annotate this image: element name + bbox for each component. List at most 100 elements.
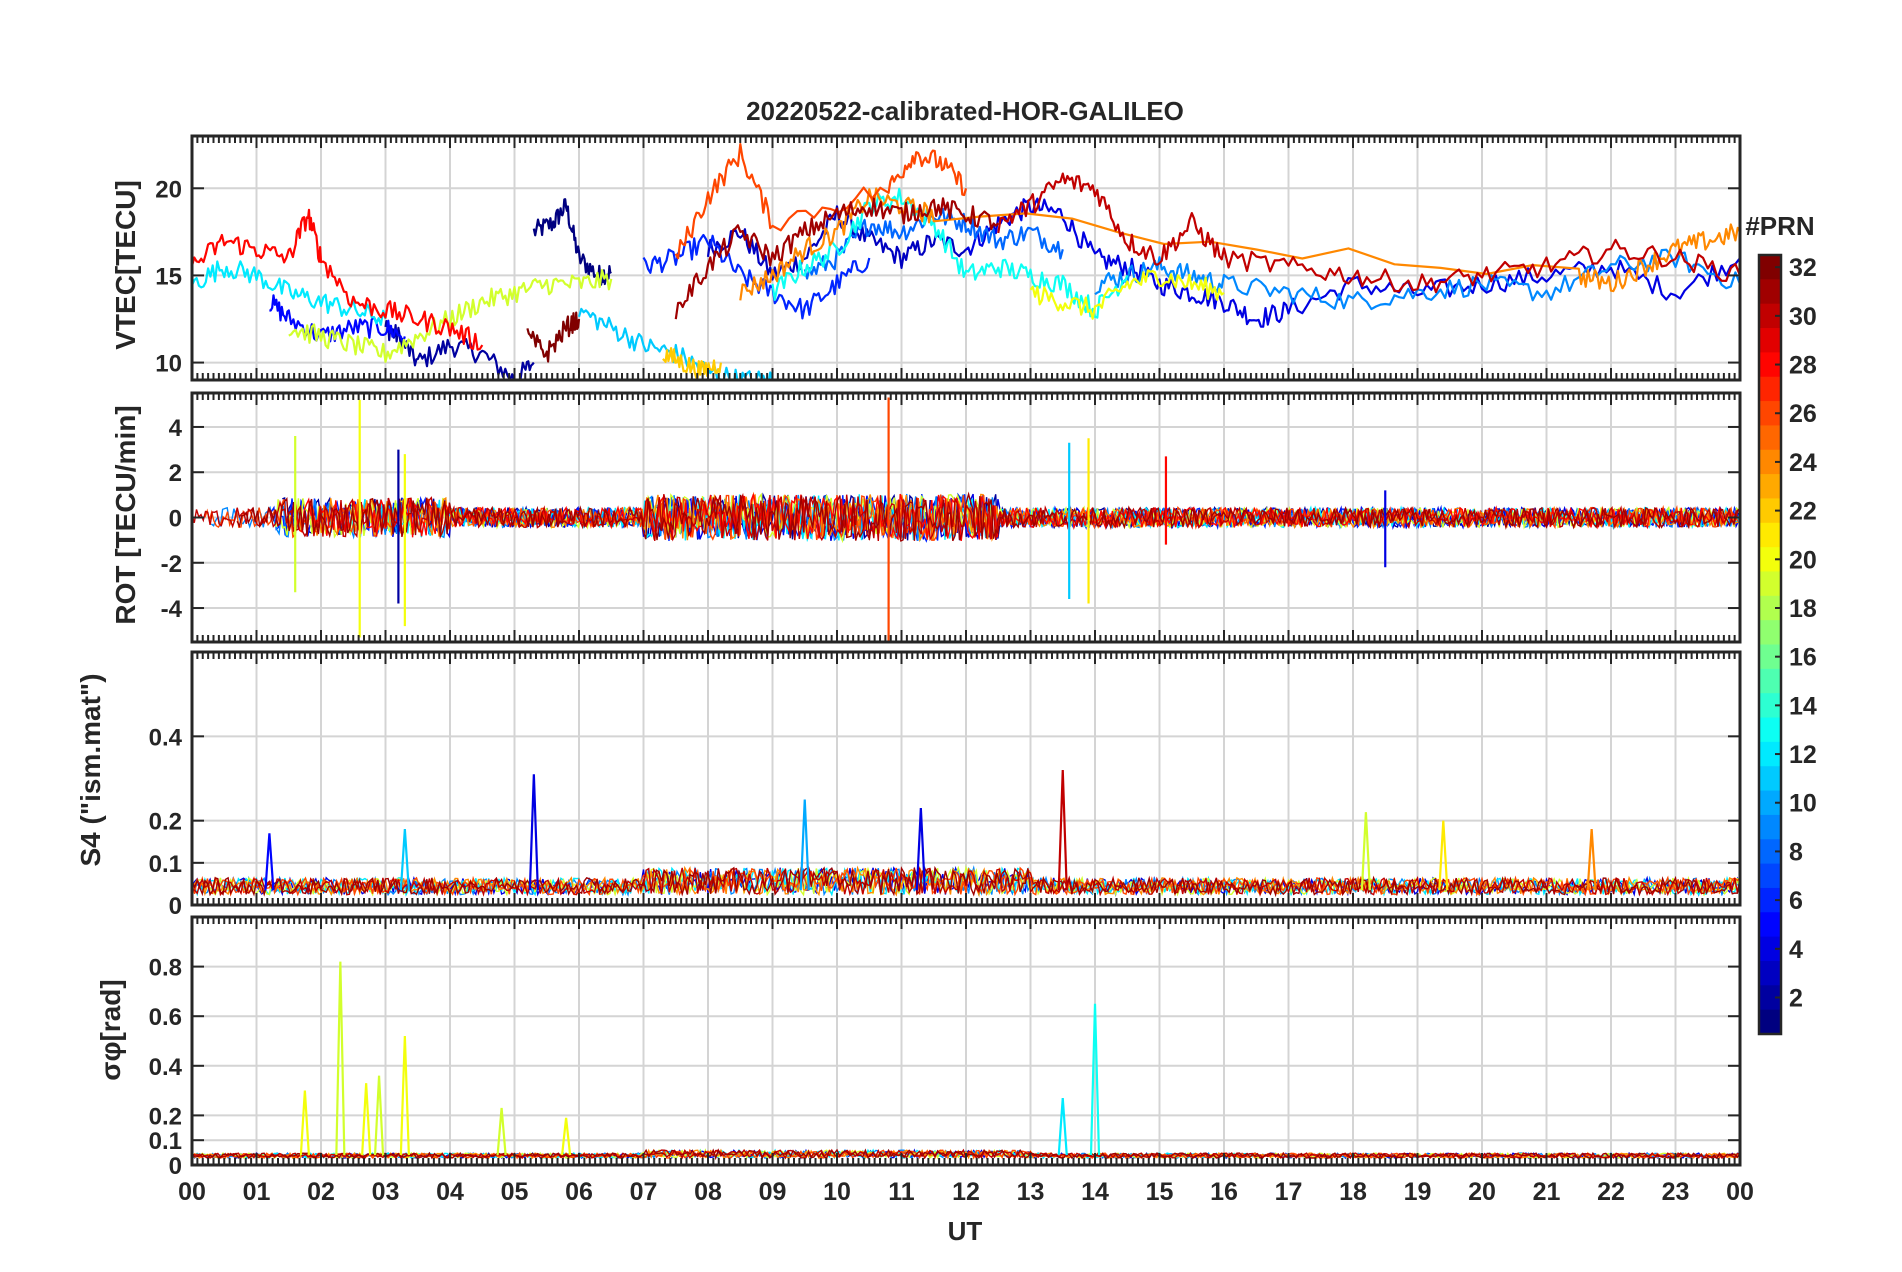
sigma-phi-peak-prn-20 <box>399 1036 410 1156</box>
s4-panel: 0 0.1 0.2 0.4 <box>149 650 1742 920</box>
sigma-phi-peak-prn-20 <box>561 1117 572 1156</box>
colorbar-step <box>1759 814 1781 840</box>
sigma-phi-y-label: σφ[rad] <box>95 979 126 1080</box>
rot-panel: -4 -2 0 2 4 <box>161 391 1742 644</box>
rot-x-ticks <box>191 393 1741 642</box>
x-tick-label: 11 <box>888 1178 915 1206</box>
s4-y-tick-label: 0.2 <box>149 809 182 836</box>
s4-y-tick-label: 0 <box>169 893 182 920</box>
rot-y-tick-label: 0 <box>169 506 182 533</box>
colorbar-step <box>1759 303 1781 329</box>
x-tick-label: 07 <box>630 1178 658 1206</box>
vtec-panel: 10 15 20 <box>155 134 1742 382</box>
colorbar-tick-label: 10 <box>1789 790 1817 818</box>
colorbar-step <box>1759 547 1781 572</box>
vtec-series-prn-28 <box>192 208 484 351</box>
s4-y-label: S4 ("ism.mat") <box>75 673 106 866</box>
sigma-phi-peak-prn-19 <box>373 1075 385 1156</box>
vtec-series-prn-4 <box>965 197 1740 328</box>
colorbar-step <box>1759 498 1781 524</box>
vtec-series-prn-32 <box>526 311 581 363</box>
colorbar-tick-label: 32 <box>1789 254 1817 282</box>
s4-y-tick-label: 0.1 <box>149 851 182 878</box>
colorbar-step <box>1759 255 1781 280</box>
colorbar-step <box>1759 595 1781 621</box>
colorbar-tick-label: 30 <box>1789 303 1817 331</box>
vtec-series-prn-26 <box>674 143 968 260</box>
vtec-x-ticks <box>191 136 1741 380</box>
svg-text:ROT [TECU/min]: ROT [TECU/min] <box>110 405 141 624</box>
vtec-y-tick-label: 15 <box>155 263 182 290</box>
rot-y-tick-label: 2 <box>169 460 182 487</box>
chart-title: 20220522-calibrated-HOR-GALILEO <box>746 96 1184 126</box>
svg-text:VTEC[TECU]: VTEC[TECU] <box>110 180 141 350</box>
sigma-phi-peak-prn-19 <box>496 1107 507 1156</box>
colorbar-step <box>1759 620 1781 645</box>
colorbar-border <box>1757 253 1783 1036</box>
rot-y-tick-label: -2 <box>161 551 182 578</box>
sigma-phi-panel: 00.10.2 0.4 0.6 0.8 <box>149 915 1742 1180</box>
colorbar-tick-label: 26 <box>1789 400 1817 428</box>
x-tick-label: 05 <box>501 1178 529 1206</box>
sigma-phi-y-ticks: 00.10.2 0.4 0.6 0.8 <box>149 955 1740 1180</box>
x-tick-label: 19 <box>1404 1178 1432 1206</box>
x-tick-label: 20 <box>1468 1178 1496 1206</box>
sigma-phi-y-tick-label: 0.6 <box>149 1004 182 1031</box>
s4-y-ticks: 0 0.1 0.2 0.4 <box>149 724 1740 920</box>
colorbar-step <box>1759 839 1781 865</box>
sigma-phi-peak-prn-12 <box>1057 1097 1068 1156</box>
vtec-series-prn-30 <box>997 172 1740 294</box>
x-tick-label: 18 <box>1339 1178 1367 1206</box>
colorbar-step <box>1759 863 1781 889</box>
vtec-y-label: VTEC[TECU] <box>110 180 141 350</box>
x-axis: 00 01 02 03 04 05 06 07 08 09 10 11 12 13 14 15 16 17 18 19… <box>178 1178 1754 1206</box>
rot-y-tick-label: -4 <box>161 596 183 623</box>
colorbar-step <box>1759 401 1781 426</box>
x-tick-label: 15 <box>1146 1178 1174 1206</box>
s4-y-tick-label: 0.4 <box>149 724 183 751</box>
colorbar-tick-label: 18 <box>1789 595 1817 623</box>
rot-y-tick-label: 4 <box>169 415 183 442</box>
colorbar-tick-label: 14 <box>1789 692 1817 720</box>
s4-x-ticks <box>191 652 1741 905</box>
colorbar-step <box>1759 717 1781 743</box>
vtec-series-prn-22 <box>662 347 722 380</box>
sigma-phi-peak-prn-20 <box>299 1090 310 1156</box>
x-axis-label: UT <box>948 1216 983 1246</box>
x-tick-label: 08 <box>694 1178 722 1206</box>
x-tick-label: 23 <box>1662 1178 1690 1206</box>
rot-series-prn-31 <box>236 491 1739 543</box>
colorbar-label: #PRN <box>1745 211 1814 241</box>
vtec-series-prn-31 <box>674 197 1000 320</box>
svg-text:σφ[rad]: σφ[rad] <box>95 979 126 1080</box>
vtec-series-prn-24 <box>739 187 1740 301</box>
vtec-y-ticks: 10 15 20 <box>155 176 1740 378</box>
x-tick-label: 21 <box>1533 1178 1561 1206</box>
vtec-series-prn-2 <box>384 320 535 380</box>
colorbar-tick-label: 4 <box>1789 936 1803 964</box>
colorbar-step <box>1759 571 1781 597</box>
vtec-series-prn-19 <box>288 269 613 363</box>
sigma-phi-peak-prn-20 <box>361 1083 372 1156</box>
s4-peak-prn-4 <box>915 807 926 891</box>
x-tick-label: 00 <box>178 1178 206 1206</box>
s4-peak-prn-5 <box>264 833 275 891</box>
colorbar-step <box>1759 766 1781 792</box>
x-tick-label: 22 <box>1597 1178 1625 1206</box>
colorbar-tick-label: 28 <box>1789 352 1817 380</box>
sigma-phi-y-tick-label: 0.4 <box>149 1054 183 1081</box>
colorbar-tick-label: 12 <box>1789 741 1817 769</box>
colorbar-step <box>1759 936 1781 962</box>
colorbar-tick-label: 24 <box>1789 449 1817 477</box>
x-tick-label: 00 <box>1726 1178 1754 1206</box>
colorbar-step <box>1759 449 1781 475</box>
colorbar-tick-label: 16 <box>1789 644 1817 672</box>
sigma-phi-peak-prn-13 <box>1089 1003 1101 1156</box>
colorbar-step <box>1759 644 1781 670</box>
colorbar-step <box>1759 693 1781 719</box>
colorbar-tick-label: 6 <box>1789 887 1803 915</box>
s4-peak-prn-11 <box>399 829 410 891</box>
sigma-phi-y-tick-label: 0.1 <box>149 1128 182 1155</box>
